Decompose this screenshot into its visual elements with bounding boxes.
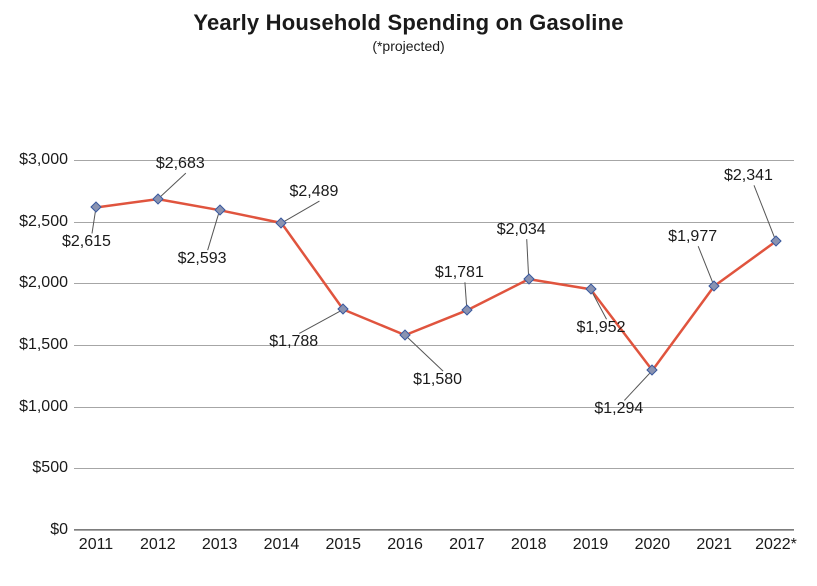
- x-tick-label: 2014: [264, 530, 300, 554]
- data-label: $1,580: [413, 371, 462, 389]
- data-label: $2,034: [497, 221, 546, 239]
- chart-title: Yearly Household Spending on Gasoline: [0, 10, 817, 36]
- y-tick-label: $3,000: [19, 151, 74, 169]
- x-tick-label: 2011: [79, 530, 113, 554]
- chart-subtitle: (*projected): [0, 38, 817, 54]
- x-tick-label: 2020: [635, 530, 671, 554]
- y-tick-label: $0: [50, 521, 74, 539]
- y-tick-label: $1,500: [19, 336, 74, 354]
- data-label: $2,683: [156, 155, 205, 173]
- data-label: $1,977: [668, 228, 717, 246]
- x-tick-label: 2017: [449, 530, 485, 554]
- x-tick-label: 2022*: [755, 530, 797, 554]
- y-tick-label: $2,000: [19, 274, 74, 292]
- title-block: Yearly Household Spending on Gasoline (*…: [0, 10, 817, 54]
- x-tick-label: 2018: [511, 530, 547, 554]
- x-tick-label: 2019: [573, 530, 609, 554]
- x-tick-label: 2013: [202, 530, 238, 554]
- data-label: $1,788: [269, 333, 318, 351]
- y-tick-label: $1,000: [19, 398, 74, 416]
- chart-root: Yearly Household Spending on Gasoline (*…: [0, 0, 817, 586]
- data-label: $2,489: [289, 183, 338, 201]
- x-tick-label: 2016: [387, 530, 423, 554]
- data-label: $2,593: [178, 250, 227, 268]
- x-tick-label: 2015: [325, 530, 361, 554]
- plot-area: $0$500$1,000$1,500$2,000$2,500$3,0002011…: [74, 160, 794, 530]
- data-label: $2,341: [724, 167, 773, 185]
- line-path: [96, 199, 776, 370]
- y-tick-label: $500: [32, 459, 74, 477]
- gridline: [74, 530, 794, 531]
- x-tick-label: 2012: [140, 530, 176, 554]
- data-label: $2,615: [62, 233, 111, 251]
- x-tick-label: 2021: [696, 530, 732, 554]
- data-label: $1,952: [577, 319, 626, 337]
- line-series: [74, 160, 794, 530]
- y-tick-label: $2,500: [19, 213, 74, 231]
- data-label: $1,294: [594, 400, 643, 418]
- data-label: $1,781: [435, 264, 484, 282]
